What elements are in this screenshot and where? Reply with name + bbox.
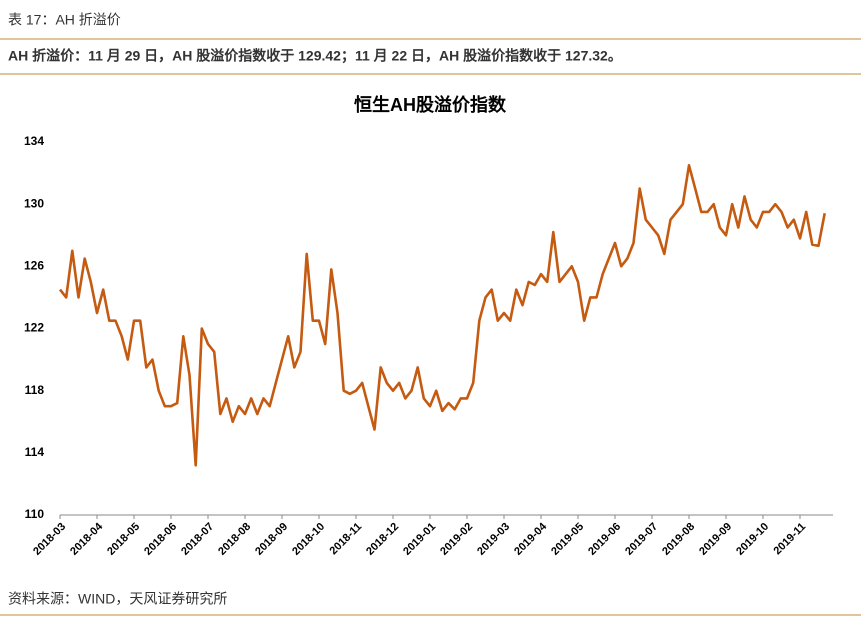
y-tick-label: 118	[25, 383, 45, 397]
x-tick-label: 2018-07	[179, 521, 216, 558]
chart-title: 恒生AH股溢价指数	[354, 94, 507, 115]
y-tick-label: 130	[24, 196, 44, 210]
x-tick-label: 2019-07	[623, 521, 660, 558]
y-tick-label: 134	[24, 134, 44, 148]
x-tick-label: 2018-06	[142, 521, 179, 558]
summary: AH 折溢价：11 月 29 日，AH 股溢价指数收于 129.42；11 月 …	[8, 48, 622, 65]
x-tick-label: 2019-01	[401, 521, 438, 558]
x-tick-label: 2019-10	[734, 521, 771, 558]
x-tick-label: 2019-03	[475, 521, 512, 558]
x-tick-label: 2019-09	[697, 521, 734, 558]
x-tick-label: 2019-11	[772, 521, 809, 558]
x-tick-label: 2018-03	[31, 521, 68, 558]
x-tick-label: 2018-08	[216, 521, 253, 558]
x-tick-label: 2018-09	[253, 521, 290, 558]
x-tick-label: 2018-11	[328, 521, 365, 558]
x-tick-label: 2018-04	[68, 520, 106, 558]
x-tick-label: 2019-05	[549, 521, 586, 558]
x-tick-label: 2019-02	[438, 521, 475, 558]
y-tick-label: 126	[24, 259, 44, 273]
y-tick-label: 114	[25, 445, 45, 459]
x-tick-label: 2019-04	[512, 520, 550, 558]
x-tick-label: 2018-05	[105, 521, 142, 558]
y-tick-label: 122	[24, 321, 44, 335]
series-line	[58, 164, 826, 467]
caption: 表 17：AH 折溢价	[8, 12, 121, 28]
source: 资料来源：WIND，天风证券研究所	[8, 591, 227, 607]
x-tick-label: 2019-08	[660, 521, 697, 558]
y-tick-label: 110	[25, 507, 45, 521]
x-tick-label: 2018-12	[364, 521, 401, 558]
x-tick-label: 2018-10	[290, 521, 327, 558]
x-tick-label: 2019-06	[586, 521, 623, 558]
